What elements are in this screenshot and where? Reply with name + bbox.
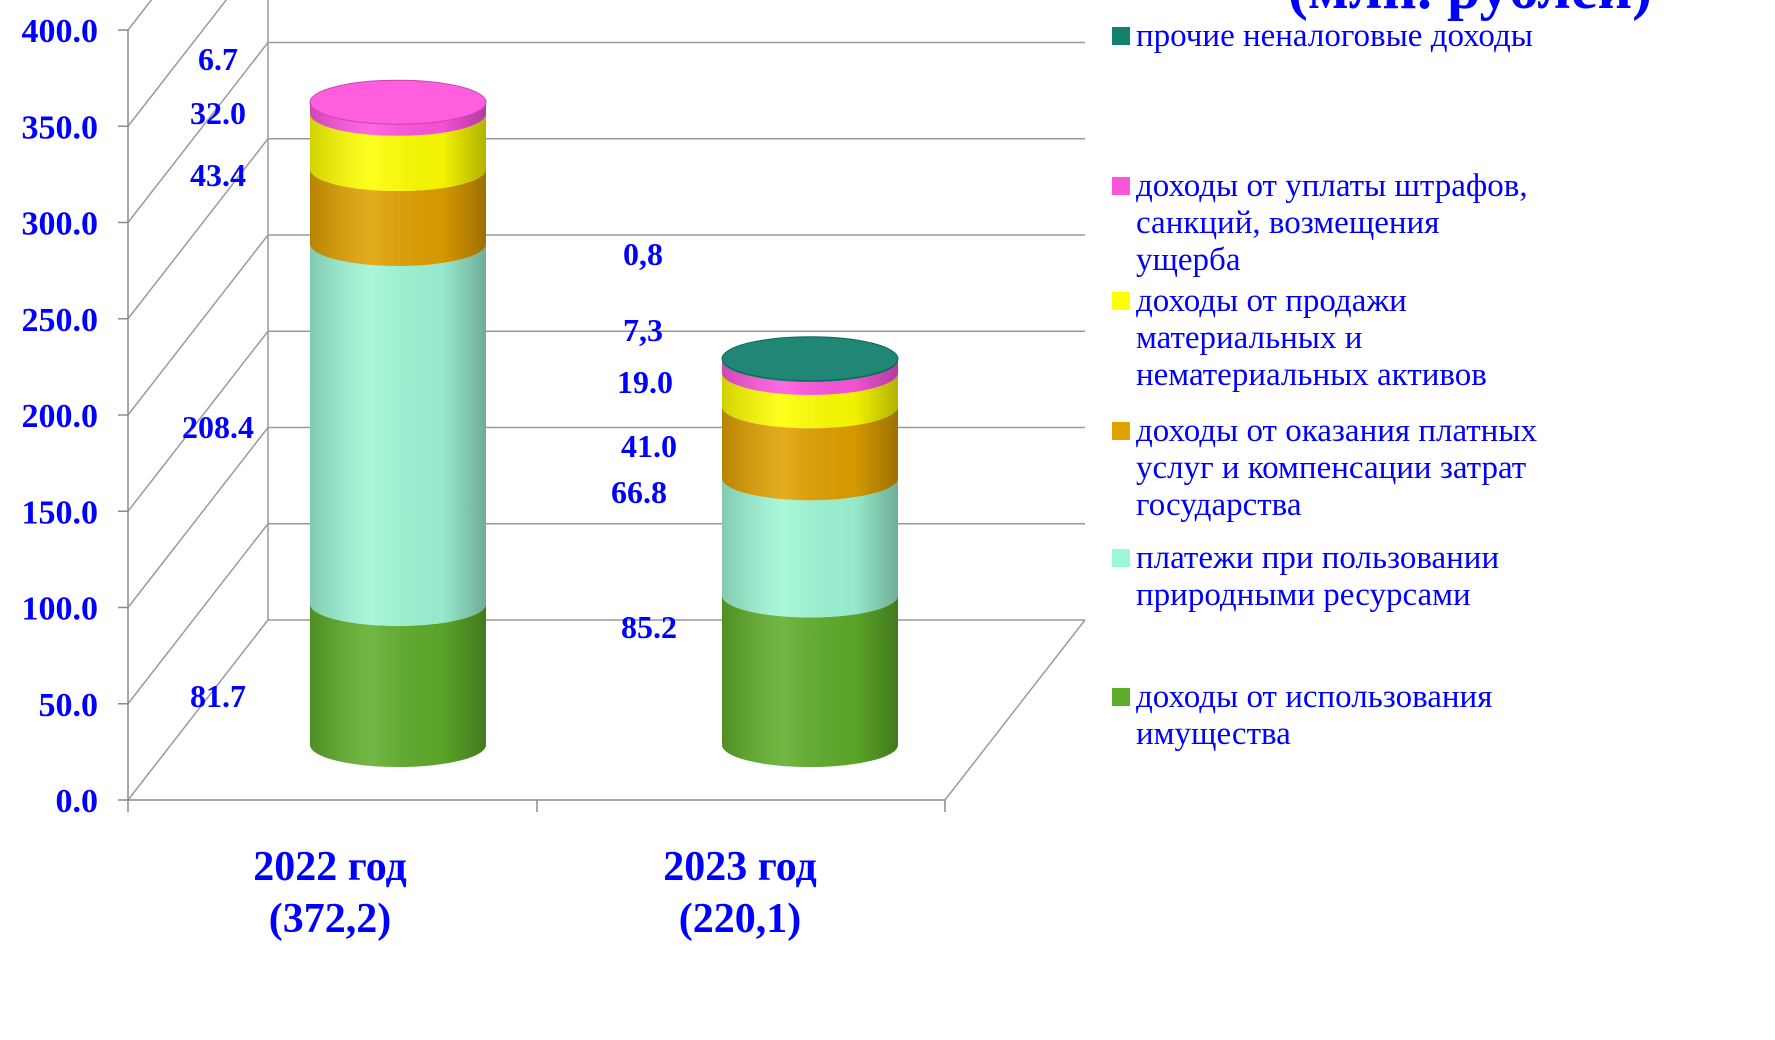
y-tick-label: 300.0 [22,206,99,243]
category-label: 2023 год [663,844,817,890]
gridline-diagonal [127,42,269,223]
axes [118,0,1086,812]
legend-item: доходы от уплаты штрафов,санкций, возмещ… [1112,168,1528,278]
legend-label: ущерба [1136,242,1241,278]
legend-label: нематериальных активов [1136,357,1487,393]
data-labels: 81.7 208.4 43.4 32.0 6.7 85.2 66.8 41.0 19.0 7,3 0… [182,41,677,714]
legend-label: доходы от использования [1136,679,1492,715]
category-total: (220,1) [679,896,801,942]
bar-segment-shading [722,360,898,395]
legend-swatch [1112,177,1130,195]
gridline-diagonal [127,138,269,320]
legend-item: прочие неналоговые доходы [1112,18,1533,54]
legend-label: услуг и компенсации затрат [1136,450,1526,486]
bar-segment-shading [310,603,486,767]
legend-label: санкций, возмещения [1136,205,1439,241]
legend-label: прочие неналоговые доходы [1136,18,1533,54]
gridline-diagonal [127,427,269,608]
bar-segment-shading [310,113,486,192]
y-tick-label: 350.0 [22,109,99,146]
legend-swatch [1112,422,1130,440]
legend-swatch [1112,27,1130,45]
legend-label: платежи при пользовании [1136,540,1499,576]
category-total: (372,2) [269,896,391,942]
gridline-diagonal [127,234,269,416]
y-tick-label: 150.0 [22,494,99,531]
y-tick-label: 400.0 [22,13,99,50]
bar-segment-shading [722,478,898,618]
y-axis-ticks: 0.0 50.0 100.0 150.0 200.0 250.0 300.0 350.0 400… [22,13,99,820]
legend-label: доходы от продажи [1136,283,1407,319]
legend-label: материальных и [1136,320,1362,356]
bar-segment-shading [722,595,898,767]
gridline-diagonal [127,0,153,31]
bar-segment-shading [310,243,486,626]
x-axis-categories: 2022 год (372,2) 2023 год (220,1) [253,844,817,942]
data-label: 43.4 [190,157,246,193]
floor-left-edge [127,619,269,801]
floor-right-edge [944,619,1086,801]
legend-swatch [1112,688,1130,706]
legend-label: государства [1136,487,1302,523]
bar-segment-shading [310,169,486,266]
legend-label: доходы от оказания платных [1136,413,1537,449]
y-tick-label: 0.0 [56,783,99,820]
bar-0 [309,79,487,767]
gridlines [127,0,1085,705]
legend-label: имущества [1136,716,1291,752]
category-label: 2022 год [253,844,407,890]
bar-top-cap [309,79,487,125]
data-label: 85.2 [621,609,677,645]
y-tick-label: 250.0 [22,302,99,339]
bar-segment-shading [722,372,898,429]
legend-swatch [1112,292,1130,310]
legend-label: доходы от уплаты штрафов, [1136,168,1528,204]
data-label: 208.4 [182,409,254,445]
data-label: 6.7 [198,41,238,77]
data-label: 0,8 [623,236,663,272]
data-label: 81.7 [190,678,246,714]
data-label: 7,3 [623,312,663,348]
bar-segment-shading [310,102,486,136]
legend: прочие неналоговые доходы доходы от уплат… [1112,18,1537,752]
bars [309,79,899,767]
data-label: 41.0 [621,428,677,464]
bar-top-cap [721,336,899,382]
gridline-diagonal [127,0,228,127]
legend-swatch [1112,549,1130,567]
gridline-diagonal [127,330,269,512]
y-tick-label: 200.0 [22,398,99,435]
chart-title: (млн. рублей) [1288,0,1652,21]
gridline-diagonal [127,523,269,705]
bar-1 [721,336,899,767]
data-label: 19.0 [617,364,673,400]
data-label: 66.8 [611,474,667,510]
y-tick-label: 50.0 [39,687,99,724]
y-tick-label: 100.0 [22,591,99,628]
legend-label: природными ресурсами [1136,577,1471,613]
bar-segment-shading [722,406,898,501]
data-label: 32.0 [190,95,246,131]
